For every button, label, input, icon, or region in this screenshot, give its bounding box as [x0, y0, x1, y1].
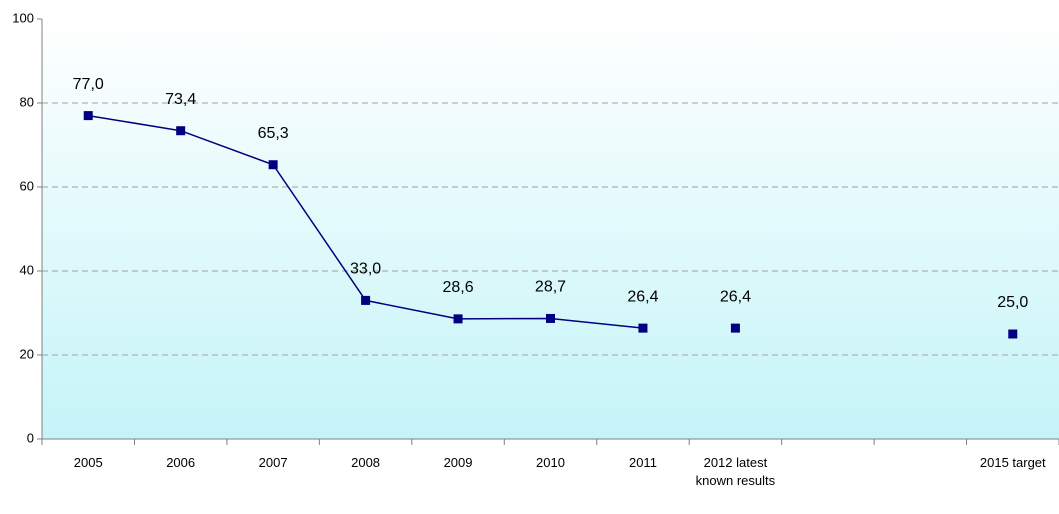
- x-tick-label: 2012 latest known results: [695, 455, 776, 488]
- data-label: 28,7: [535, 279, 566, 296]
- x-tick-label: 2006: [166, 455, 196, 470]
- data-label: 26,4: [627, 288, 658, 305]
- data-label: 65,3: [258, 125, 289, 142]
- data-point: [176, 126, 186, 136]
- data-label: 25,0: [997, 294, 1028, 311]
- data-label: 77,0: [73, 76, 104, 93]
- x-tick-label: 2011: [628, 455, 657, 470]
- x-tick-label: 2005: [73, 455, 103, 470]
- plot-area: [42, 19, 1059, 439]
- data-label: 73,4: [165, 91, 196, 108]
- data-point: [268, 160, 278, 170]
- y-tick-label: 100: [12, 10, 34, 25]
- y-tick-label: 20: [20, 346, 34, 361]
- data-label: 28,6: [442, 279, 473, 296]
- y-tick-label: 80: [20, 94, 34, 109]
- data-point: [453, 314, 463, 324]
- data-point: [546, 313, 555, 323]
- x-tick-label: 2010: [536, 455, 565, 470]
- y-tick-label: 40: [20, 262, 34, 277]
- data-label: 33,0: [350, 261, 381, 278]
- data-point: [361, 295, 371, 305]
- x-tick-label: 2009: [443, 455, 473, 470]
- x-tick-label: 2007: [258, 455, 288, 470]
- data-point: [730, 323, 740, 333]
- y-tick-label: 60: [20, 178, 34, 193]
- x-tick-label: 2015 target: [979, 455, 1046, 470]
- x-tick-label: 2008: [351, 455, 381, 470]
- y-tick-label: 0: [27, 430, 34, 445]
- data-point: [1008, 329, 1018, 339]
- data-label: 26,4: [720, 288, 751, 305]
- data-point: [638, 323, 648, 333]
- data-point: [83, 111, 93, 121]
